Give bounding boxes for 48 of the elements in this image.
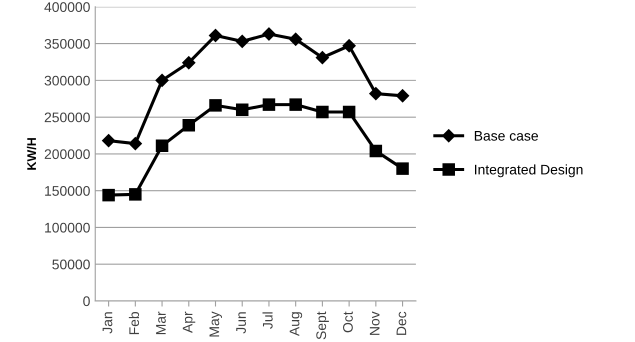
legend-label: Base case xyxy=(474,131,538,141)
x-tick-label: Feb xyxy=(128,312,140,334)
point xyxy=(102,134,116,148)
y-tick-label: 0 xyxy=(83,296,90,306)
point xyxy=(262,98,276,111)
y-tick-label: 350000 xyxy=(44,38,90,49)
point xyxy=(236,104,248,116)
x-tick-label: Jan xyxy=(102,312,112,334)
x-tick-label: Jun xyxy=(236,312,246,334)
point xyxy=(289,98,302,111)
y-tick-label: 150000 xyxy=(45,186,90,196)
x-tick-label: May xyxy=(210,311,222,336)
y-tick-label: 200000 xyxy=(44,149,90,160)
point xyxy=(370,144,382,158)
point xyxy=(369,87,382,100)
legend-label: Integrated Design xyxy=(475,164,582,178)
point xyxy=(289,32,302,46)
point xyxy=(316,106,329,118)
point xyxy=(182,56,196,70)
y-tick-label: 400000 xyxy=(44,2,90,12)
x-tick-label: Apr xyxy=(182,312,196,333)
x-tick-label: Oct xyxy=(343,311,353,332)
point xyxy=(182,118,196,132)
point xyxy=(128,137,142,150)
point xyxy=(155,74,169,87)
point xyxy=(156,140,168,152)
x-tick-label: Aug xyxy=(290,312,302,336)
point xyxy=(316,50,329,64)
y-tick-label: 100000 xyxy=(45,222,90,233)
point xyxy=(342,106,356,118)
point xyxy=(236,34,249,48)
point xyxy=(129,188,142,201)
point xyxy=(102,188,115,202)
point xyxy=(396,162,409,175)
y-tick-label: 50000 xyxy=(52,260,90,270)
point xyxy=(262,27,276,41)
point xyxy=(342,39,356,52)
x-tick-label: Mar xyxy=(156,312,166,334)
y-tick-label: 250000 xyxy=(44,112,90,122)
y-tick-label: 300000 xyxy=(44,76,90,86)
x-tick-label: Jul xyxy=(262,312,273,329)
point xyxy=(396,89,410,102)
point xyxy=(209,99,222,112)
y-axis-title: KW/H xyxy=(26,138,36,170)
x-tick-label: Nov xyxy=(370,311,380,335)
point xyxy=(208,28,222,42)
x-tick-label: Sept xyxy=(316,311,329,340)
x-tick-label: Dec xyxy=(396,312,406,335)
